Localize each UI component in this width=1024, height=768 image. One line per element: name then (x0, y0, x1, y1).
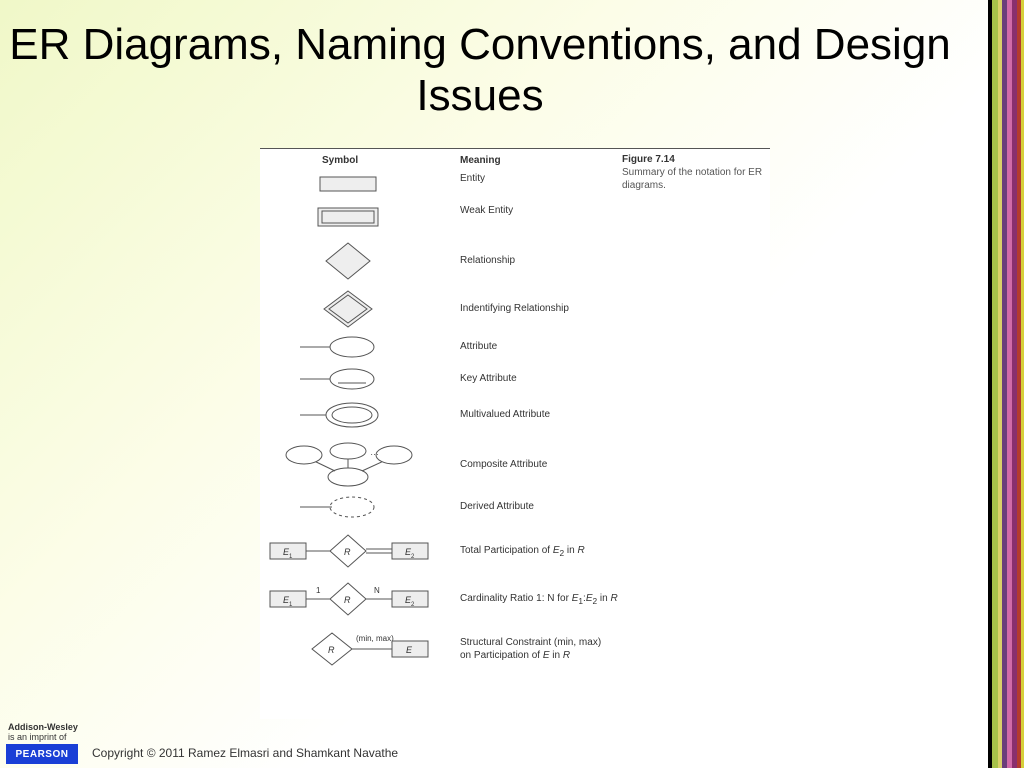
symbol-cardinality-ratio: E 1 1 R N E 2 (260, 581, 450, 622)
meaning-weak-entity: Weak Entity (460, 205, 620, 218)
symbol-entity (260, 173, 450, 202)
figure-label: Figure 7.14 (622, 153, 770, 166)
label-minmax: (min, max) (356, 634, 394, 643)
symbol-composite-attribute: … (260, 441, 450, 494)
symbol-multivalued-attribute (260, 401, 450, 434)
symbol-identifying-relationship (260, 289, 450, 334)
meaning-composite-attribute: Composite Attribute (460, 459, 620, 472)
label-n: N (374, 586, 380, 595)
label-e: E (406, 645, 413, 655)
addison-wesley-label: Addison-Wesley is an imprint of (8, 722, 78, 742)
header-symbol: Symbol (322, 155, 358, 166)
meaning-key-attribute: Key Attribute (460, 373, 620, 386)
svg-text:…: … (370, 447, 379, 457)
header-meaning: Meaning (460, 155, 501, 166)
pearson-logo: PEARSON (6, 744, 78, 764)
meaning-derived-attribute: Derived Attribute (460, 501, 620, 514)
meaning-total-participation: Total Participation of E2 in R (460, 545, 620, 558)
label-r: R (344, 547, 351, 557)
copyright-text: Copyright © 2011 Ramez Elmasri and Shamk… (92, 746, 398, 760)
slide: ER Diagrams, Naming Conventions, and Des… (0, 0, 1024, 768)
meaning-identifying-relationship: Indentifying Relationship (460, 303, 620, 316)
figure-caption: Figure 7.14 Summary of the notation for … (622, 153, 770, 192)
footer: Addison-Wesley is an imprint of PEARSON … (0, 726, 1024, 768)
symbol-relationship (260, 241, 450, 286)
symbol-derived-attribute (260, 495, 450, 524)
figure-area: Symbol Meaning Figure 7.14 Summary of th… (260, 148, 770, 719)
meaning-structural-constraint: Structural Constraint (min, max)on Parti… (460, 637, 620, 662)
meaning-multivalued-attribute: Multivalued Attribute (460, 409, 620, 422)
slide-title: ER Diagrams, Naming Conventions, and Des… (0, 20, 960, 121)
symbol-total-participation: E 1 R E 2 (260, 533, 450, 574)
figure-subcaption: Summary of the notation for ER diagrams. (622, 166, 770, 192)
symbol-structural-constraint: R (min, max) E (260, 629, 450, 674)
meaning-entity: Entity (460, 173, 620, 186)
symbol-attribute (260, 335, 450, 364)
meaning-cardinality-ratio: Cardinality Ratio 1: N for E1:E2 in R (460, 593, 620, 606)
svg-text:R: R (328, 645, 335, 655)
symbol-key-attribute (260, 367, 450, 398)
svg-text:R: R (344, 595, 351, 605)
label-one: 1 (316, 586, 321, 595)
meaning-attribute: Attribute (460, 341, 620, 354)
decorative-stripes (988, 0, 1024, 768)
symbol-weak-entity (260, 205, 450, 236)
meaning-relationship: Relationship (460, 255, 620, 268)
